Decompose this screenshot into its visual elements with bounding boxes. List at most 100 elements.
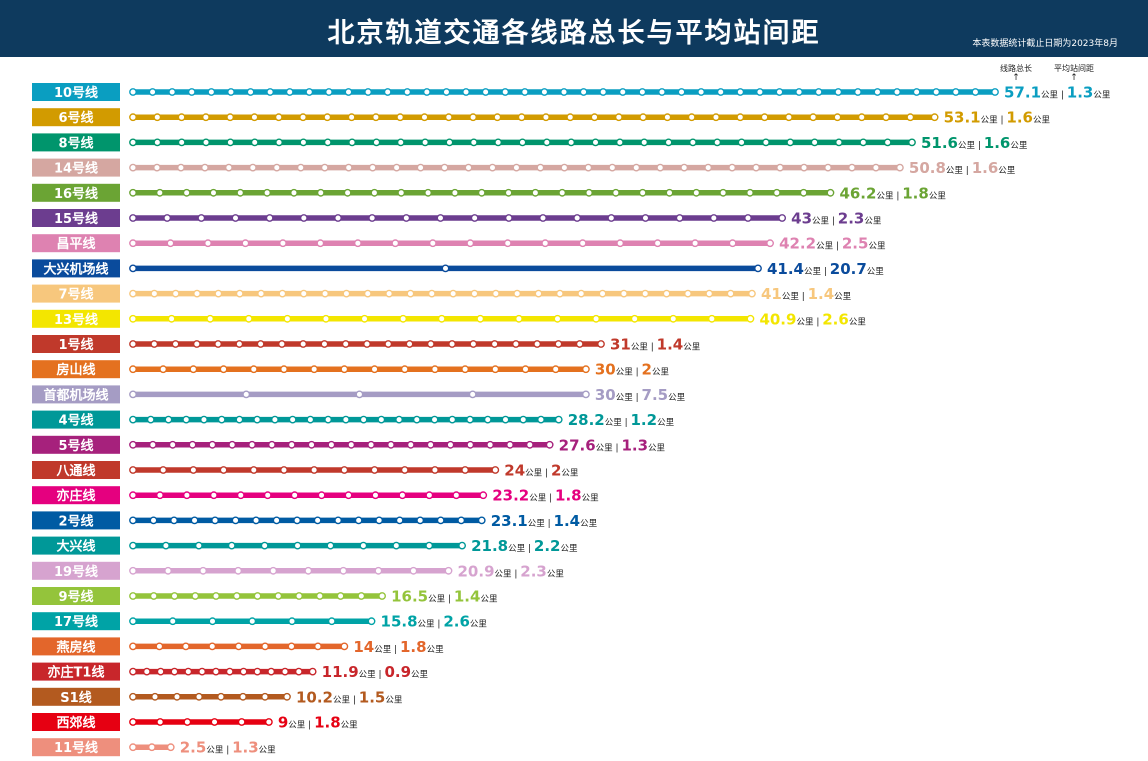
station-marker [458, 541, 466, 550]
line-name-badge [32, 662, 120, 681]
station-marker [310, 365, 319, 374]
station-marker [283, 692, 291, 701]
station-marker [392, 163, 401, 172]
line-name-label: 14号线 [54, 161, 98, 177]
station-marker [540, 88, 549, 96]
station-marker [370, 466, 379, 474]
station-marker [440, 163, 449, 172]
line-row: 10号线 57.1公里 | 1.3公里 [32, 83, 1111, 102]
station-marker [162, 541, 170, 550]
station-marker [129, 264, 137, 273]
station-marker [707, 314, 716, 323]
station-marker [339, 566, 348, 575]
station-marker [566, 113, 575, 122]
line-name-label: 八通线 [55, 463, 95, 479]
station-marker [129, 642, 137, 651]
line-name-label: 西郊线 [56, 715, 95, 731]
station-marker [427, 289, 436, 298]
line-name-label: 房山线 [56, 362, 95, 378]
title-banner [0, 0, 1148, 57]
station-marker [451, 188, 459, 197]
station-marker [168, 440, 177, 449]
station-marker [705, 289, 714, 298]
station-marker [343, 188, 352, 197]
line-row: 1号线 31公里 | 1.4公里 [32, 335, 701, 354]
station-marker [207, 88, 216, 96]
station-marker [287, 440, 296, 449]
station-marker [166, 743, 175, 752]
station-marker [217, 692, 225, 701]
station-marker [357, 592, 366, 600]
station-marker [248, 163, 257, 172]
station-marker [177, 163, 185, 172]
line-name-badge [32, 687, 120, 706]
station-marker [306, 415, 315, 424]
line-name-label: 1号线 [58, 337, 93, 353]
station-marker [167, 314, 176, 323]
station-marker [539, 214, 547, 222]
value-label: 2.5公里 | 1.3公里 [180, 739, 276, 757]
line-name-badge [32, 209, 120, 227]
station-marker [235, 289, 244, 298]
station-marker [212, 667, 220, 676]
station-marker [581, 365, 590, 374]
station-marker [182, 188, 191, 197]
station-marker [129, 743, 137, 752]
station-marker [754, 264, 762, 273]
station-marker [155, 188, 164, 197]
station-marker [261, 642, 269, 651]
line-name-label: 19号线 [54, 564, 98, 580]
value-label: 16.5公里 | 1.4公里 [391, 588, 498, 606]
station-marker [316, 239, 325, 248]
station-marker [310, 466, 319, 474]
station-marker [469, 113, 477, 122]
station-marker [688, 138, 697, 147]
station-marker [653, 239, 662, 248]
station-marker [342, 289, 351, 298]
station-marker [611, 188, 620, 197]
station-marker [814, 88, 823, 96]
station-marker [208, 642, 217, 651]
station-marker [271, 415, 279, 424]
station-marker [416, 516, 425, 525]
station-marker [287, 642, 296, 651]
station-marker [437, 314, 446, 323]
station-marker [299, 340, 308, 348]
value-label: 53.1公里 | 1.6公里 [944, 109, 1051, 127]
station-marker [991, 88, 999, 96]
station-marker [448, 340, 456, 348]
value-label: 46.2公里 | 1.8公里 [839, 184, 946, 202]
station-marker [639, 113, 648, 122]
station-marker [214, 340, 222, 348]
station-marker [378, 592, 386, 600]
station-marker [129, 390, 137, 399]
station-marker [275, 138, 283, 147]
station-marker [371, 491, 380, 500]
station-marker [469, 138, 478, 147]
station-marker [308, 667, 317, 676]
station-marker [908, 138, 916, 147]
station-marker [387, 440, 395, 449]
station-marker [225, 667, 234, 676]
station-marker [513, 289, 522, 298]
station-marker [853, 88, 862, 96]
station-marker [288, 415, 297, 424]
station-marker [353, 239, 362, 248]
value-label: 41.4公里 | 20.7公里 [767, 260, 884, 278]
station-marker [170, 516, 178, 525]
station-marker [264, 718, 273, 726]
station-marker [129, 466, 137, 474]
station-marker [859, 138, 868, 147]
station-marker [156, 491, 164, 500]
line-name-badge [32, 536, 120, 555]
station-marker [156, 718, 165, 726]
station-marker [640, 138, 649, 147]
station-marker [153, 138, 162, 147]
station-marker [263, 491, 272, 500]
station-marker [219, 365, 228, 374]
station-marker [206, 314, 215, 323]
line-row: 6号线 53.1公里 | 1.6公里 [32, 108, 1050, 127]
station-marker [204, 239, 212, 248]
station-marker [364, 88, 372, 96]
station-marker [168, 617, 177, 626]
